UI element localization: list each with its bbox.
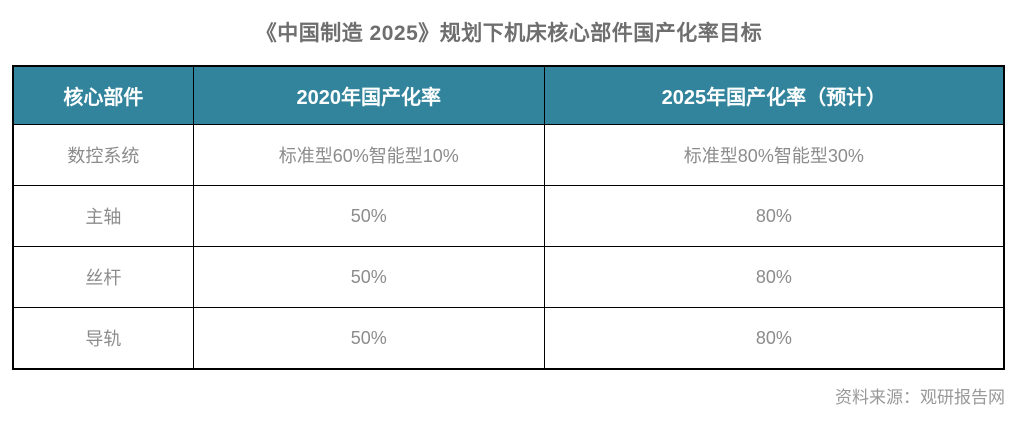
column-header-2020-rate: 2020年国产化率 (192, 65, 545, 125)
table-row: 导轨 50% 80% (12, 307, 1005, 370)
cell-2025-value: 80% (543, 246, 1005, 308)
cell-component-name: 数控系统 (12, 124, 194, 186)
table-header-row: 核心部件 2020年国产化率 2025年国产化率（预计） (12, 65, 1005, 125)
column-header-2025-rate: 2025年国产化率（预计） (543, 65, 1005, 125)
cell-2020-value: 50% (192, 307, 545, 370)
cell-component-name: 丝杆 (12, 246, 194, 308)
cell-2025-value: 80% (543, 307, 1005, 370)
table-row: 数控系统 标准型60%智能型10% 标准型80%智能型30% (12, 124, 1005, 186)
cell-2025-value: 80% (543, 185, 1005, 247)
localization-rate-table: 核心部件 2020年国产化率 2025年国产化率（预计） 数控系统 标准型60%… (12, 65, 1005, 370)
column-header-core-component: 核心部件 (12, 65, 194, 125)
cell-2020-value: 标准型60%智能型10% (192, 124, 545, 186)
table-row: 主轴 50% 80% (12, 185, 1005, 247)
cell-2020-value: 50% (192, 246, 545, 308)
chart-title: 《中国制造 2025》规划下机床核心部件国产化率目标 (255, 22, 763, 45)
cell-2025-value: 标准型80%智能型30% (543, 124, 1005, 186)
cell-component-name: 导轨 (12, 307, 194, 370)
cell-2020-value: 50% (192, 185, 545, 247)
cell-component-name: 主轴 (12, 185, 194, 247)
table-row: 丝杆 50% 80% (12, 246, 1005, 308)
data-source-label: 资料来源：观研报告网 (835, 388, 1005, 407)
